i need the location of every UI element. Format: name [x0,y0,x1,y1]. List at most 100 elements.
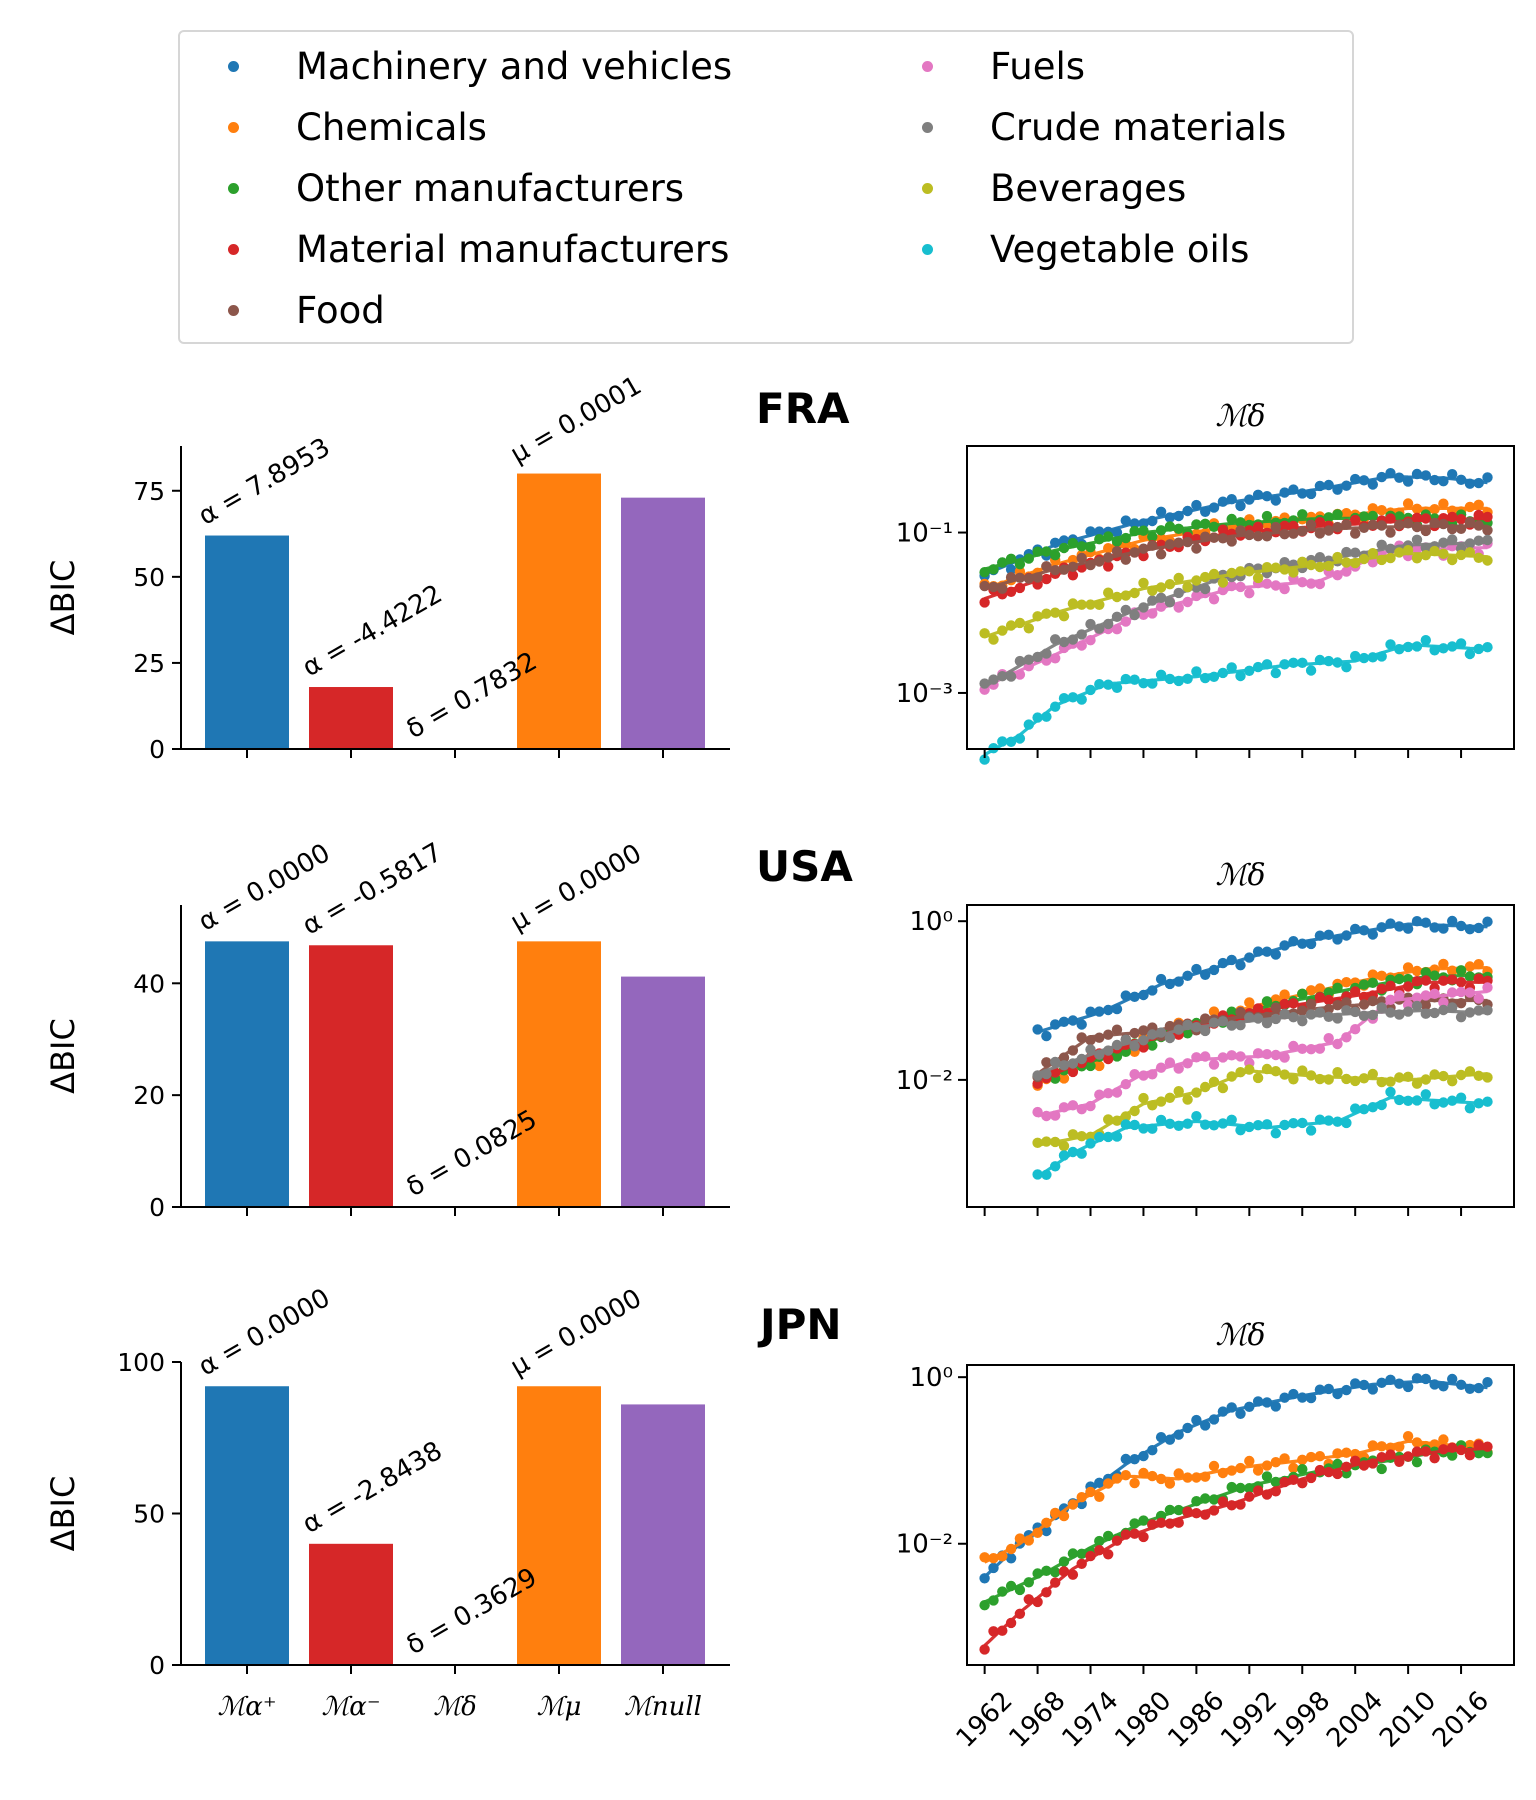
data-point [1473,1098,1484,1109]
data-point [1200,1081,1211,1093]
data-point [1041,1517,1052,1529]
data-point [1103,587,1114,598]
data-point [1103,1004,1114,1016]
data-point [1155,1096,1167,1107]
scatter-panel-5: ℳδ 10⁰ 10⁻² 1962196819741980198619921998200… [896,1318,1515,1754]
data-point [1438,1004,1449,1016]
data-point [1244,1064,1255,1075]
data-point [1420,1074,1432,1085]
data-point [1464,971,1476,982]
data-point [1076,1558,1087,1570]
data-point [1164,1518,1176,1529]
data-point [1217,1406,1229,1417]
data-point [1191,1021,1202,1033]
data-point [1376,471,1387,483]
data-point [1270,1013,1282,1025]
data-point [1464,987,1476,998]
data-point [1067,598,1079,609]
data-point [1014,1533,1026,1544]
data-point [1023,1594,1034,1605]
bar [309,1543,393,1665]
data-point [1244,1121,1255,1133]
legend-item: Fuels [922,45,1085,88]
data-point [1270,1128,1282,1139]
data-point [1005,1580,1017,1592]
data-point [1367,503,1379,514]
data-point [1235,1499,1246,1510]
data-point [1323,655,1334,667]
data-point [1085,1138,1096,1149]
data-point [1217,1467,1229,1479]
data-point [1332,1448,1343,1459]
data-point [1014,1608,1026,1620]
data-point [1279,940,1290,951]
data-point [1226,1402,1237,1413]
data-point [1279,989,1290,1000]
data-point [1244,1012,1255,1023]
data-point [1367,548,1379,559]
data-point [1085,1044,1096,1055]
data-point [1367,479,1379,490]
data-point [1085,618,1096,630]
data-point [1279,564,1290,575]
scatter-panel-4: ℳδ 10⁰ 10⁻² [896,858,1515,1216]
data-point [1394,1441,1405,1453]
data-point [1129,1105,1140,1117]
data-point [1182,1058,1193,1069]
country-label-fra: FRA [756,384,850,433]
data-point [1385,543,1396,554]
data-point [1120,604,1132,616]
data-point [1005,1617,1017,1629]
data-point [1261,1471,1273,1482]
data-point [1367,510,1379,522]
data-point [1314,578,1326,590]
data-point [1041,711,1052,722]
data-point [1120,1111,1132,1122]
data-point [1314,1384,1326,1395]
data-point [1085,526,1096,537]
data-point [1438,1381,1449,1392]
data-point [1120,1034,1132,1045]
data-point [1129,1528,1140,1539]
legend-item: Chemicals [228,106,487,149]
data-point [1332,1458,1343,1470]
data-point [1120,515,1132,526]
data-point [1023,719,1034,730]
data-point [979,1573,990,1584]
data-point [1429,545,1440,557]
data-point [1270,1457,1282,1468]
data-point [1455,1379,1467,1391]
data-point [979,580,990,592]
data-point [1191,1414,1202,1426]
data-point [1111,1115,1123,1126]
data-point [1297,657,1308,668]
data-point [1455,523,1467,534]
data-point [1297,1065,1308,1076]
legend-marker-icon [228,121,239,133]
data-point [1058,1556,1070,1567]
data-point [1385,994,1396,1005]
data-point [1155,1114,1167,1126]
data-point [1120,532,1132,544]
data-point [1208,532,1220,543]
data-point [1297,488,1308,499]
data-point [1252,531,1264,542]
data-point [1385,918,1396,929]
data-point [1358,979,1370,990]
data-point [1023,573,1034,584]
data-point [1191,666,1202,677]
data-point [1085,1550,1096,1562]
data-point [1473,1070,1484,1082]
data-point [1464,516,1476,528]
data-point [1429,645,1440,656]
data-point [1411,521,1423,533]
data-point [1482,916,1493,927]
data-point [1094,1049,1105,1060]
data-point [1341,1005,1352,1016]
data-point [1244,1401,1255,1413]
data-point [1147,515,1158,527]
data-point [1323,1011,1334,1022]
data-point [1297,1478,1308,1489]
data-point [1226,1114,1237,1126]
data-point [1094,623,1105,634]
